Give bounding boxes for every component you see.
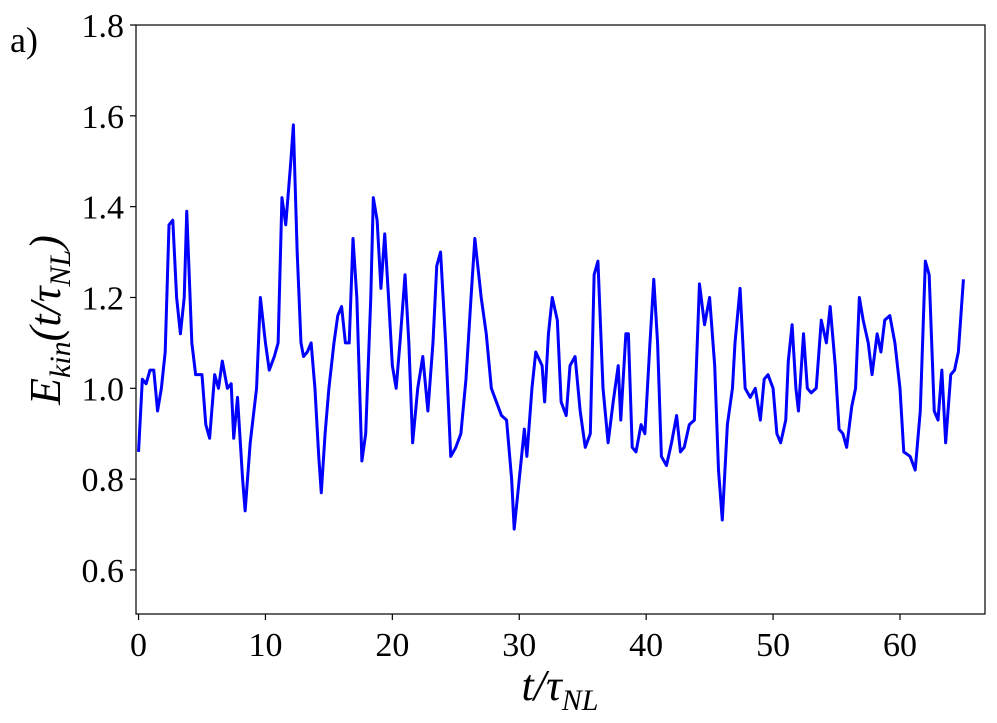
y-label-sub: NL [44, 250, 77, 288]
y-tick-label: 1.4 [82, 190, 125, 227]
y-label-part: E [21, 378, 70, 406]
y-label-part: (t/τ [21, 284, 70, 341]
panel-label: a) [10, 20, 38, 60]
x-label-part: t/τ [522, 661, 564, 710]
y-tick-label: 1.0 [82, 371, 125, 408]
plot-frame [135, 24, 986, 615]
x-tick-label: 20 [375, 627, 409, 664]
y-label-sub: kin [44, 341, 77, 378]
x-tick-label: 50 [756, 627, 790, 664]
x-tick-label: 10 [248, 627, 282, 664]
x-tick-label: 40 [629, 627, 663, 664]
x-tick-label: 30 [502, 627, 536, 664]
y-axis-label: Ekin(t/τNL) [21, 235, 77, 406]
y-tick-label: 1.6 [82, 99, 125, 136]
data-line [137, 123, 965, 531]
y-tick-label: 0.8 [82, 462, 125, 499]
x-tick-label: 60 [883, 627, 917, 664]
y-label-part: ) [21, 235, 70, 253]
y-tick-label: 0.6 [82, 553, 125, 590]
y-tick-label: 1.2 [82, 280, 125, 317]
x-tick-label: 0 [130, 627, 147, 664]
x-axis-label: t/τNL [522, 661, 599, 717]
y-tick-label: 1.8 [82, 8, 125, 45]
x-label-sub: NL [561, 684, 599, 717]
